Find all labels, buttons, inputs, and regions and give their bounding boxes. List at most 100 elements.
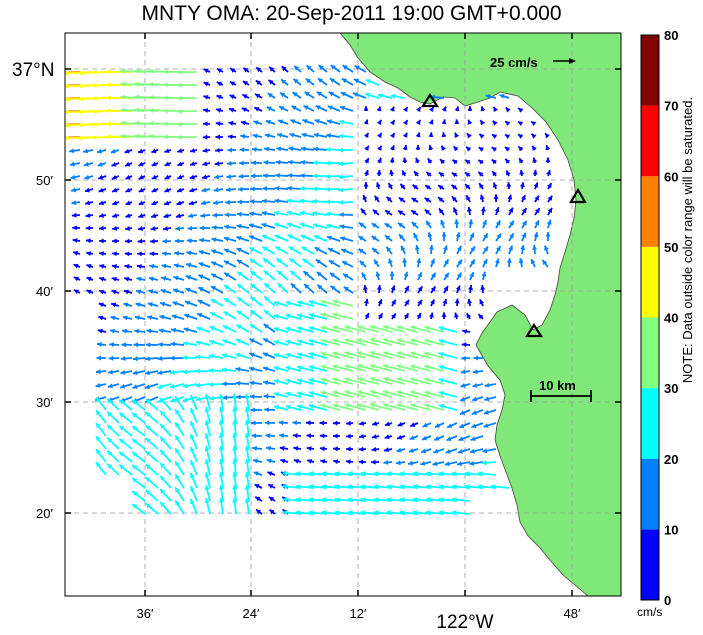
current-vector — [121, 342, 133, 348]
current-vector — [244, 445, 250, 463]
current-vector — [236, 211, 250, 217]
current-vector — [533, 182, 539, 190]
current-vector — [416, 258, 422, 268]
current-vector — [404, 285, 410, 294]
current-vector — [356, 337, 380, 346]
current-vector — [389, 157, 395, 164]
current-vector — [264, 407, 276, 413]
current-vector — [382, 389, 406, 398]
current-vector — [125, 213, 133, 219]
colorbar-tick-label: 80 — [664, 28, 678, 43]
current-vector — [173, 275, 185, 281]
current-vector — [285, 365, 302, 372]
current-vector — [364, 169, 369, 177]
current-vector — [275, 245, 289, 255]
current-vector — [320, 351, 341, 359]
colorbar-segment — [641, 388, 659, 459]
current-vector — [313, 146, 328, 152]
current-vector — [446, 422, 458, 429]
current-vector — [316, 284, 328, 294]
current-vector — [428, 244, 434, 255]
current-vector — [396, 325, 419, 333]
current-vector — [312, 211, 328, 216]
current-vector — [403, 106, 409, 113]
current-vector — [302, 258, 315, 268]
current-vector — [470, 435, 484, 441]
current-vector — [227, 134, 237, 140]
current-vector — [443, 285, 449, 294]
current-vector — [544, 132, 550, 139]
current-vector — [314, 119, 328, 125]
current-vector — [196, 326, 211, 333]
current-vector — [424, 184, 432, 190]
current-vector — [174, 460, 185, 476]
current-vector — [359, 420, 367, 426]
current-vector — [358, 433, 367, 439]
current-vector — [299, 198, 315, 204]
current-vector — [546, 169, 551, 177]
current-vector — [361, 272, 367, 281]
current-vector — [312, 198, 328, 204]
current-vector — [160, 276, 172, 282]
current-vector — [85, 212, 94, 218]
current-vector — [478, 146, 484, 152]
current-vector — [371, 434, 380, 440]
current-vector — [369, 376, 393, 385]
current-vector — [211, 225, 224, 231]
current-vector — [438, 325, 458, 333]
current-vector — [443, 258, 450, 268]
current-vector — [159, 301, 172, 307]
current-vector — [151, 174, 159, 180]
colorbar-tick-label: 60 — [664, 169, 678, 184]
lon-tick-label: 24′ — [243, 606, 260, 621]
current-vector — [106, 437, 120, 450]
current-vector — [320, 312, 341, 320]
current-vector — [273, 379, 289, 385]
current-vector — [333, 459, 341, 465]
current-vector — [242, 67, 250, 73]
current-vector — [289, 270, 302, 281]
colorbar-note: NOTE: Data outside color range will be s… — [680, 96, 695, 384]
current-vector — [408, 448, 419, 453]
current-vector — [288, 257, 302, 268]
current-vector — [221, 353, 237, 359]
current-vector — [285, 300, 302, 307]
current-vector — [479, 194, 485, 203]
current-vector — [504, 133, 511, 139]
current-vector — [438, 390, 458, 398]
current-vector — [158, 342, 172, 348]
current-vector — [249, 199, 263, 205]
current-vector — [235, 338, 250, 346]
current-vector — [125, 174, 133, 180]
current-vector — [70, 174, 81, 180]
current-vector — [288, 146, 302, 152]
current-vector — [469, 460, 484, 466]
current-vector — [224, 212, 237, 218]
current-vector — [122, 315, 133, 321]
current-vector — [208, 339, 224, 346]
current-vector — [97, 174, 107, 180]
current-vector — [236, 247, 250, 255]
current-vector — [151, 187, 159, 193]
current-vector — [478, 182, 484, 190]
current-vector — [344, 364, 367, 372]
grid-lines — [65, 33, 621, 596]
current-vector — [98, 302, 107, 308]
current-vector — [508, 207, 514, 216]
current-vector — [249, 270, 263, 281]
current-vector — [326, 235, 341, 242]
current-vector — [244, 458, 250, 476]
current-vector — [136, 276, 146, 282]
current-vector — [262, 186, 276, 192]
current-vector — [189, 407, 198, 424]
current-vector — [316, 271, 328, 281]
current-vector — [118, 438, 133, 450]
current-vector — [480, 206, 486, 216]
current-vector — [531, 145, 537, 151]
current-vector — [182, 341, 198, 347]
current-vector — [457, 448, 471, 454]
current-vector — [118, 425, 133, 437]
current-vector — [454, 298, 460, 307]
current-vector — [273, 366, 289, 372]
current-vector — [369, 337, 393, 346]
